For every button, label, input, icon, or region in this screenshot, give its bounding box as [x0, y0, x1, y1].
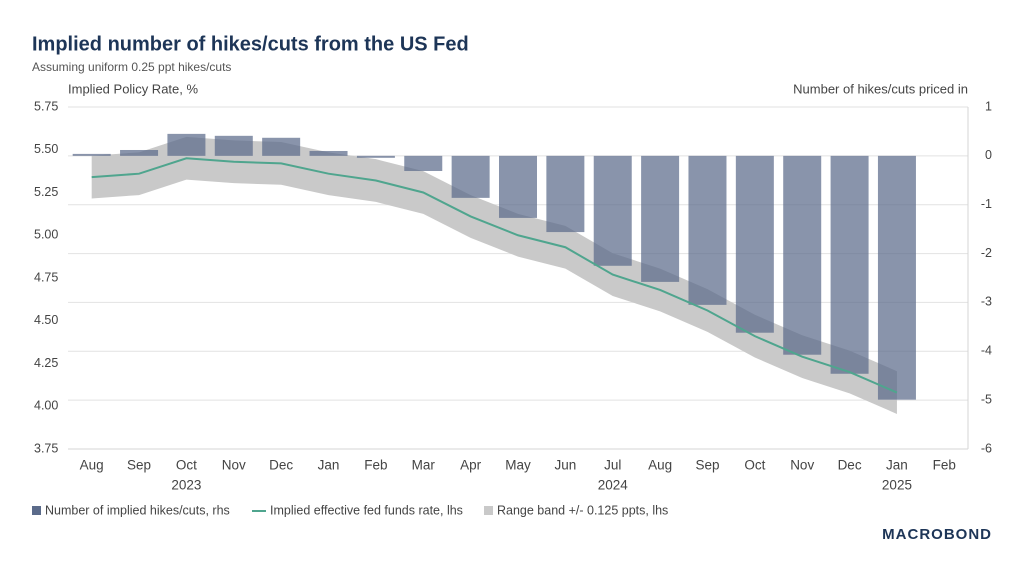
y-tick-label: 3.75 — [34, 441, 58, 455]
chart-subtitle: Assuming uniform 0.25 ppt hikes/cuts — [32, 60, 231, 74]
chart-title: Implied number of hikes/cuts from the US… — [32, 33, 469, 55]
y2-tick-label: -4 — [981, 344, 992, 358]
line — [91, 157, 898, 394]
bar — [830, 155, 869, 374]
bar — [499, 155, 537, 218]
bar — [356, 155, 395, 158]
x-tick-label: Jan — [318, 458, 340, 473]
legend-swatch — [32, 506, 41, 515]
legend-label: Range band +/- 0.125 ppts, lhs — [497, 503, 668, 517]
x-tick-label: May — [505, 458, 531, 473]
y2-tick-label: -6 — [981, 441, 992, 455]
bar — [404, 155, 443, 172]
x-tick-label: Aug — [648, 458, 672, 473]
y-tick-label: 5.25 — [34, 185, 58, 199]
x-year-label: 2023 — [171, 478, 201, 493]
bar — [783, 155, 822, 355]
bar — [167, 133, 206, 156]
x-year-label: 2025 — [882, 478, 912, 493]
x-year-label: 2024 — [598, 478, 629, 493]
y-tick-label: 5.50 — [34, 142, 58, 156]
bar — [593, 155, 632, 266]
bar — [262, 137, 301, 156]
x-tick-label: Oct — [176, 458, 197, 473]
y-tick-label: 4.75 — [34, 270, 58, 284]
y2-tick-label: -5 — [981, 392, 992, 406]
range-band — [91, 136, 897, 414]
x-tick-label: Oct — [744, 458, 765, 473]
y-tick-label: 4.50 — [34, 313, 58, 327]
logo: MACROBOND — [882, 526, 992, 543]
x-tick-label: Jan — [886, 458, 908, 473]
x-tick-label: Nov — [222, 458, 246, 473]
x-tick-label: Sep — [695, 458, 719, 473]
bar — [641, 155, 680, 282]
x-tick-label: Apr — [460, 458, 482, 473]
x-tick-label: Jul — [604, 458, 621, 473]
y-axis-title: Implied Policy Rate, % — [68, 81, 198, 96]
bar — [72, 153, 111, 156]
y2-tick-label: -1 — [981, 197, 992, 211]
x-tick-label: Dec — [838, 458, 862, 473]
y2-tick-label: -3 — [981, 295, 992, 309]
x-tick-label: Feb — [364, 458, 387, 473]
y-tick-label: 5.00 — [34, 228, 58, 242]
bar — [214, 135, 253, 156]
x-tick-label: Feb — [933, 458, 956, 473]
x-tick-label: Dec — [269, 458, 293, 473]
x-tick-label: Nov — [790, 458, 814, 473]
bar — [309, 150, 348, 156]
legend-swatch — [484, 506, 493, 515]
bar — [735, 155, 774, 333]
y2-tick-label: -2 — [981, 246, 992, 260]
bar — [120, 149, 159, 156]
bar — [546, 155, 585, 233]
legend-label: Number of implied hikes/cuts, rhs — [45, 503, 230, 517]
y-tick-label: 5.75 — [34, 99, 58, 113]
y2-tick-label: 0 — [985, 148, 992, 162]
bar — [688, 155, 727, 305]
bar — [877, 155, 916, 400]
x-tick-label: Mar — [412, 458, 436, 473]
x-tick-label: Aug — [80, 458, 104, 473]
bar — [451, 155, 490, 198]
y2-axis-title: Number of hikes/cuts priced in — [793, 81, 968, 96]
y-tick-label: 4.25 — [34, 356, 58, 370]
x-tick-label: Sep — [127, 458, 151, 473]
y-tick-label: 4.00 — [34, 399, 58, 413]
x-tick-label: Jun — [554, 458, 576, 473]
y2-tick-label: 1 — [985, 99, 992, 113]
legend-label: Implied effective fed funds rate, lhs — [270, 503, 463, 517]
